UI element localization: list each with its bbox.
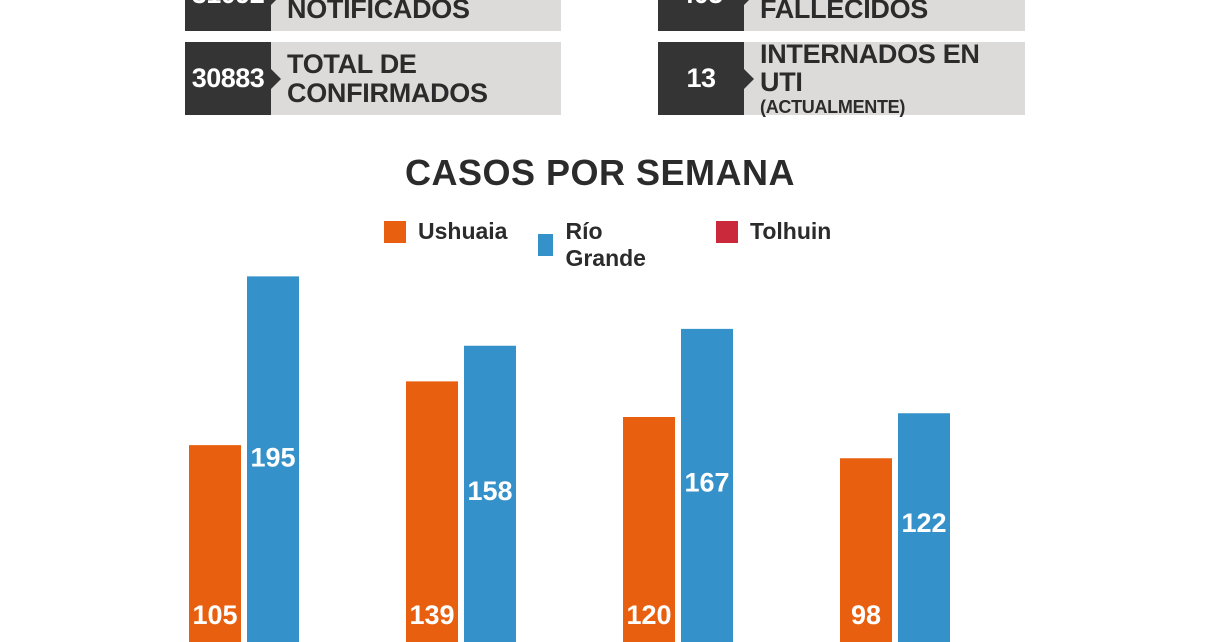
data-label-ushuaia-4: 98 <box>851 600 881 630</box>
data-label-rio-grande-2: 158 <box>467 476 512 506</box>
stat-number: 31092 <box>185 0 281 31</box>
bar-ushuaia-3 <box>623 417 675 642</box>
legend-item-ushuaia: Ushuaia <box>384 218 507 245</box>
data-label-rio-grande-4: 122 <box>901 508 946 538</box>
legend-label: Tolhuin <box>750 218 832 244</box>
stat-total-notificados: 31092 TOTAL DE NOTIFICADOS <box>185 0 561 31</box>
legend-label: Río Grande <box>565 218 646 271</box>
stat-number: 405 <box>658 0 754 31</box>
stat-label: TOTAL DE NOTIFICADOS <box>287 0 470 24</box>
bar-rio-grande-4 <box>898 413 950 642</box>
bar-ushuaia-1 <box>189 445 241 642</box>
data-label-rio-grande-3: 167 <box>684 468 729 498</box>
stat-number: 13 <box>658 42 754 115</box>
stat-number: 30883 <box>185 42 281 115</box>
stat-internados-uti: 13 INTERNADOS EN UTI (ACTUALMENTE) <box>658 38 1025 118</box>
data-label-rio-grande-1: 195 <box>250 443 295 473</box>
data-label-ushuaia-1: 105 <box>192 600 237 630</box>
bar-rio-grande-2 <box>464 345 516 642</box>
stat-label: TOTAL DE FALLECIDOS <box>760 0 929 24</box>
bar-rio-grande-3 <box>681 328 733 642</box>
stat-total-confirmados: 30883 TOTAL DE CONFIRMADOS <box>185 42 561 115</box>
stat-sublabel: (ACTUALMENTE) <box>760 97 906 118</box>
legend-label: Ushuaia <box>418 218 508 244</box>
data-label-ushuaia-3: 120 <box>626 600 671 630</box>
bar-ushuaia-2 <box>406 381 458 642</box>
legend-swatch-tolhuin <box>716 220 738 243</box>
chart-title: CASOS POR SEMANA <box>404 152 796 193</box>
legend-swatch-rio-grande <box>538 234 554 256</box>
data-label-ushuaia-2: 139 <box>409 600 454 630</box>
stat-total-fallecidos: 405 TOTAL DE FALLECIDOS <box>658 0 1025 31</box>
stat-label: TOTAL DE CONFIRMADOS <box>287 49 488 108</box>
bar-ushuaia-4 <box>840 458 892 642</box>
stat-label: INTERNADOS EN UTI <box>760 38 980 98</box>
legend-item-rio-grande: Río Grande <box>538 218 653 272</box>
legend-swatch-ushuaia <box>384 220 406 243</box>
bar-rio-grande-1 <box>247 276 299 642</box>
legend-item-tolhuin: Tolhuin <box>716 218 831 245</box>
